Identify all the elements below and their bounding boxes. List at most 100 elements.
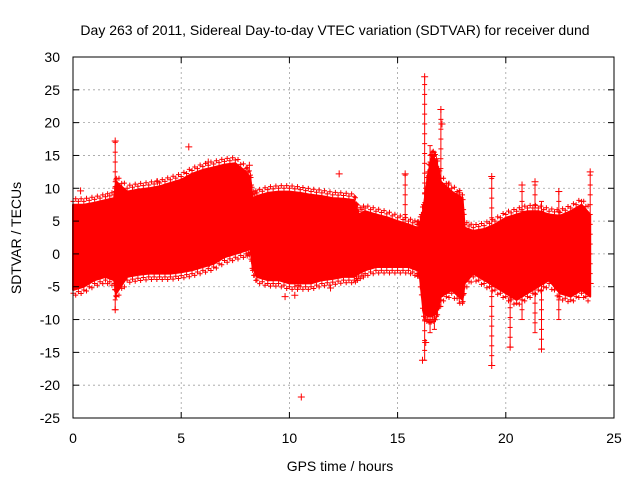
edge-point — [581, 198, 587, 204]
edge-point — [464, 284, 470, 290]
edge-point — [97, 195, 103, 201]
edge-point — [92, 280, 98, 286]
edge-point — [192, 164, 198, 170]
edge-point — [332, 281, 338, 287]
edge-point — [84, 288, 90, 294]
edge-point — [324, 191, 330, 197]
edge-point — [410, 269, 416, 275]
edge-point — [289, 286, 295, 292]
data-point — [291, 291, 299, 299]
edge-point — [330, 279, 336, 285]
edge-point — [94, 193, 100, 199]
edge-point — [273, 183, 279, 189]
edge-point — [368, 269, 374, 275]
edge-point — [289, 183, 295, 189]
edge-point — [341, 192, 346, 198]
edge-point — [224, 155, 230, 161]
edge-point — [335, 278, 341, 284]
edge-point — [443, 294, 449, 300]
edge-point — [365, 203, 371, 209]
edge-point — [355, 202, 361, 208]
edge-point — [238, 253, 244, 259]
data-point — [153, 178, 161, 186]
y-tick-label: -25 — [40, 410, 60, 426]
edge-point — [417, 214, 423, 220]
edge-point — [478, 281, 484, 287]
edge-point — [330, 192, 336, 198]
edge-point — [573, 202, 579, 208]
edge-point — [157, 274, 163, 280]
edge-point — [533, 291, 539, 297]
edge-point — [297, 187, 303, 193]
data-point — [204, 158, 212, 166]
edge-point — [107, 193, 113, 199]
x-tick-label: 0 — [69, 430, 77, 446]
edge-point — [284, 183, 290, 189]
y-tick-label: 30 — [44, 49, 60, 65]
edge-point — [551, 287, 557, 293]
edge-point — [573, 294, 579, 300]
edge-point — [392, 211, 398, 217]
edge-point — [200, 267, 206, 273]
edge-point — [324, 280, 330, 286]
edge-point — [478, 221, 484, 227]
edge-point — [135, 183, 141, 189]
edge-point — [403, 215, 409, 221]
edge-point — [135, 275, 141, 281]
edge-point — [428, 151, 434, 157]
edge-point — [389, 213, 395, 219]
edge-point — [435, 158, 441, 164]
edge-point — [516, 301, 522, 307]
edge-point — [175, 276, 181, 282]
edge-point — [351, 194, 357, 200]
data-point — [185, 143, 193, 151]
edge-point — [352, 195, 358, 201]
edge-point — [200, 164, 206, 170]
edge-point — [254, 190, 260, 196]
edge-point — [346, 277, 352, 283]
edge-point — [476, 277, 482, 283]
edge-point — [159, 177, 165, 183]
data-point — [438, 120, 446, 128]
edge-point — [292, 186, 298, 192]
edge-point — [81, 287, 87, 293]
edge-point — [86, 197, 92, 203]
edge-point — [311, 286, 317, 292]
edge-point — [437, 168, 443, 174]
data-point — [518, 181, 526, 189]
edge-point — [416, 271, 422, 277]
edge-point — [376, 206, 382, 212]
data-point — [245, 161, 253, 169]
edge-point — [585, 298, 591, 304]
edge-point — [119, 285, 125, 291]
edge-point — [400, 267, 406, 273]
edge-point — [151, 181, 157, 187]
edge-point — [281, 282, 287, 288]
edge-point — [189, 271, 195, 277]
edge-point — [221, 257, 227, 263]
edge-point — [286, 284, 292, 290]
edge-point — [538, 203, 544, 209]
edge-point — [313, 282, 319, 288]
edge-point — [224, 259, 230, 265]
edge-point — [492, 218, 498, 224]
edge-point — [522, 203, 528, 209]
data-point — [297, 393, 305, 401]
data-point — [418, 356, 426, 364]
edge-point — [116, 175, 122, 181]
edge-point — [102, 277, 108, 283]
edge-point — [522, 298, 528, 304]
y-tick-label: 5 — [52, 213, 60, 229]
edge-point — [235, 256, 241, 262]
edge-point — [418, 292, 424, 298]
edge-point — [278, 284, 284, 290]
edge-point — [146, 274, 152, 280]
edge-point — [184, 171, 190, 177]
edge-point — [497, 215, 503, 221]
edge-point — [349, 191, 355, 197]
edge-point — [319, 190, 325, 196]
edge-point — [116, 292, 122, 298]
edge-point — [449, 185, 455, 191]
edge-point — [219, 262, 225, 268]
